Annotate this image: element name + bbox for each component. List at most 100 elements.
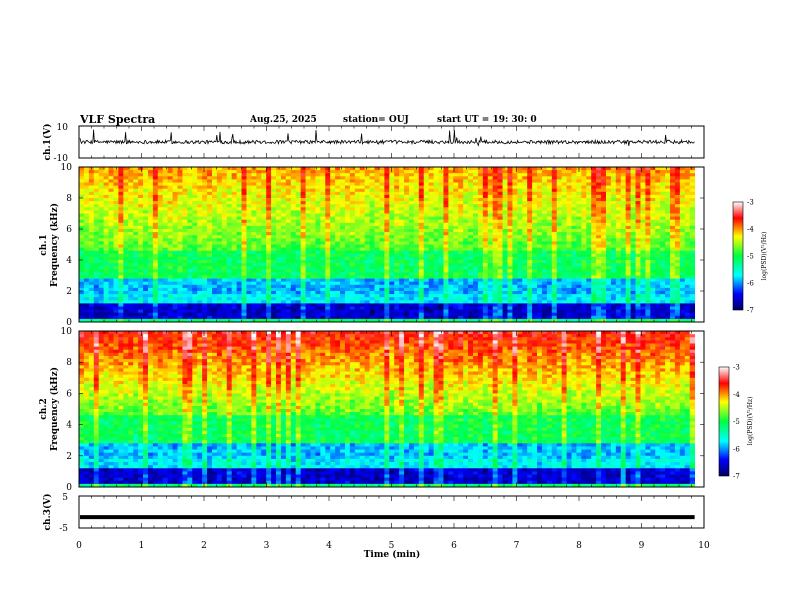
spectrogram-cell: [453, 275, 459, 279]
spectrogram-cell: [315, 263, 321, 267]
spectrogram-cell: [216, 275, 223, 279]
spectrogram-cell: [113, 222, 119, 227]
spectrogram-cell: [625, 275, 631, 279]
spectrogram-cell: [266, 232, 272, 236]
spectrogram-cell: [502, 182, 508, 186]
spectrogram-cell: [182, 210, 188, 214]
spectrogram-cell: [561, 253, 567, 258]
spectrogram-cell: [507, 278, 513, 283]
spectrogram-cell: [108, 284, 114, 289]
spectrogram-cell: [438, 250, 444, 255]
spectrogram-cell: [231, 266, 237, 270]
spectrogram-cell: [369, 216, 375, 221]
spectrogram-cell: [256, 278, 262, 283]
spectrogram-cell: [88, 229, 95, 233]
spectrogram-cell: [615, 272, 622, 276]
spectrogram-cell: [507, 272, 513, 276]
spectrogram-cell: [674, 263, 681, 267]
spectrogram-cell: [221, 244, 228, 248]
spectrogram-cell: [162, 219, 169, 224]
spectrogram-cell: [246, 256, 252, 261]
spectrogram-cell: [477, 207, 484, 211]
spectrogram-cell: [211, 188, 218, 193]
spectrogram-cell: [211, 173, 218, 177]
spectrogram-cell: [674, 182, 681, 186]
spectrogram-cell: [344, 232, 351, 236]
spectrogram-cell: [133, 238, 139, 242]
spectrogram-cell: [394, 201, 400, 205]
spectrogram-cell: [492, 272, 499, 276]
spectrogram-cell: [645, 241, 651, 245]
spectrogram-cell: [546, 238, 553, 242]
spectrogram-cell: [172, 260, 178, 264]
spectrogram-cell: [305, 167, 311, 171]
spectrogram-cell: [605, 281, 612, 286]
spectrogram-cell: [433, 247, 439, 252]
spectrogram-cell: [601, 260, 607, 264]
spectrogram-cell: [172, 204, 178, 208]
spectrogram-cell: [202, 210, 208, 214]
spectrogram-cell: [517, 229, 523, 233]
spectrogram-cell: [561, 170, 567, 174]
spectrogram-cell: [236, 188, 242, 193]
spectrogram-cell: [354, 244, 361, 248]
spectrogram-cell: [458, 201, 464, 205]
spectrogram-cell: [261, 179, 267, 183]
spectrogram-cell: [280, 179, 287, 183]
spectrogram-cell: [527, 256, 533, 261]
spectrogram-cell: [571, 167, 577, 171]
spectrogram-cell: [192, 216, 198, 221]
spectrogram-cell: [541, 167, 548, 171]
spectrogram-cell: [123, 284, 129, 289]
spectrogram-cell: [300, 173, 306, 177]
spectrogram-cell: [477, 170, 484, 174]
spectrogram-cell: [330, 182, 336, 186]
spectrogram-cell: [605, 241, 612, 245]
spectrogram-cell: [650, 185, 656, 190]
spectrogram-cell: [202, 238, 208, 242]
spectrogram-cell: [172, 247, 178, 252]
spectrogram-cell: [413, 191, 420, 196]
spectrogram-cell: [591, 210, 597, 214]
spectrogram-cell: [103, 198, 109, 202]
spectrogram-cell: [665, 222, 671, 227]
spectrogram-cell: [532, 207, 538, 211]
spectrogram-cell: [320, 275, 326, 279]
spectrogram-cell: [679, 263, 686, 267]
spectrogram-cell: [635, 260, 641, 264]
spectrogram-cell: [473, 275, 479, 279]
spectrogram-cell: [591, 225, 597, 230]
spectrogram-cell: [344, 229, 351, 233]
spectrogram-cell: [576, 266, 582, 270]
spectrogram-cell: [128, 244, 134, 248]
spectrogram-cell: [330, 269, 336, 273]
spectrogram-cell: [527, 176, 533, 180]
spectrogram-cell: [133, 250, 139, 255]
spectrogram-cell: [532, 225, 538, 230]
spectrogram-cell: [684, 188, 691, 193]
spectrogram-cell: [231, 225, 237, 230]
spectrogram-cell: [527, 260, 533, 264]
spectrogram-cell: [374, 275, 380, 279]
spectrogram-cell: [601, 210, 607, 214]
spectrogram-cell: [202, 232, 208, 236]
spectrogram-cell: [502, 247, 508, 252]
spectrogram-cell: [123, 263, 129, 267]
spectrogram-cell: [601, 241, 607, 245]
spectrogram-cell: [660, 188, 666, 193]
spectrogram-cell: [404, 275, 410, 279]
spectrogram-cell: [394, 198, 400, 202]
spectrogram-cell: [251, 253, 257, 258]
spectrogram-cell: [187, 244, 193, 248]
spectrogram-cell: [605, 179, 612, 183]
spectrogram-cell: [571, 225, 577, 230]
spectrogram-cell: [246, 253, 252, 258]
spectrogram-cell: [551, 201, 558, 205]
spectrogram-cell: [679, 167, 686, 171]
spectrogram-cell: [103, 250, 109, 255]
spectrogram-cell: [241, 201, 247, 205]
spectrogram-cell: [103, 235, 109, 239]
spectrogram-cell: [108, 204, 114, 208]
spectrogram-cell: [172, 173, 178, 177]
spectrogram-cell: [384, 176, 390, 180]
